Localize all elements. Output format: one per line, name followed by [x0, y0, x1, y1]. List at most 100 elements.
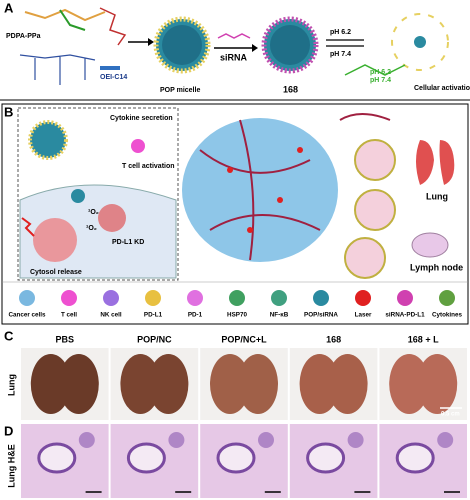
- lung-icon: [416, 140, 455, 185]
- lung-lobe: [30, 354, 71, 414]
- outcome-label: Cellular activation: [414, 85, 470, 92]
- legend-icon: [103, 290, 119, 306]
- sirna-icon: [217, 33, 251, 39]
- endosome: [71, 189, 85, 203]
- panel-label: C: [4, 328, 14, 343]
- vessel: [339, 113, 391, 121]
- lung-lobe: [238, 354, 278, 414]
- legend-label: Cytokines: [432, 312, 463, 319]
- vessel: [199, 119, 321, 261]
- legend: Cancer cells T cell NK cell PD-L1 PD-1 HSP70 N…: [8, 290, 463, 319]
- zoom-circle: [344, 237, 386, 279]
- ph-label: pH 6.2: [330, 29, 351, 36]
- legend-label: Laser: [355, 312, 372, 319]
- ph-label-small: pH 7.4: [370, 77, 391, 84]
- knockdown-label: PD-L1 KD: [112, 239, 144, 246]
- group-label: POP/NC: [137, 334, 172, 344]
- organ-label: Lymph node: [410, 262, 463, 272]
- tissue-structure: [37, 442, 77, 474]
- polymer-name: PDPA-PPa: [6, 33, 41, 40]
- activation-label: T cell activation: [122, 163, 175, 170]
- micelle-label: POP micelle: [160, 87, 200, 94]
- legend-icon: [355, 290, 371, 306]
- disassembled-micelle: [391, 13, 449, 71]
- payload-label: siRNA: [220, 52, 248, 62]
- lung-lobe: [389, 354, 430, 414]
- ph-label-small: pH 6.2: [370, 69, 391, 76]
- lung-lobe: [299, 354, 340, 414]
- fragment-ring: [391, 13, 449, 71]
- singlet-oxygen: ¹O₂: [88, 209, 99, 216]
- tissue-structure: [126, 442, 166, 474]
- polymer-chain: [24, 8, 106, 22]
- inset-box: [17, 107, 179, 281]
- laser: [21, 217, 35, 237]
- lung-lobe: [148, 354, 189, 414]
- lung-lobe: [210, 354, 250, 414]
- legend-icon: [439, 290, 455, 306]
- legend-label: T cell: [61, 312, 77, 319]
- lymph-node-icon: [411, 232, 449, 258]
- lung-lobe: [327, 354, 368, 414]
- legend-label: siRNA-PD-L1: [385, 312, 425, 319]
- tissue-structure: [306, 442, 346, 474]
- group-row: PBS POP/NC POP/NC+L 168 168 + L: [21, 334, 467, 498]
- lung-lobe: [417, 354, 458, 414]
- particle: [227, 167, 233, 173]
- tumor-mass: [182, 118, 338, 262]
- legend-icon: [397, 290, 413, 306]
- scale-bar-label: 0.5 cm: [441, 412, 460, 418]
- group-label: 168: [326, 334, 341, 344]
- legend-label: NK cell: [100, 312, 122, 319]
- lung-lobe: [120, 354, 161, 414]
- tissue-structure: [395, 442, 435, 474]
- arrow-head: [252, 44, 258, 52]
- legend-icon: [187, 290, 203, 306]
- polymer-chain: [59, 9, 86, 31]
- singlet-oxygen: ¹O₂: [86, 225, 97, 232]
- product-label: 168: [283, 84, 298, 94]
- release-label: Cytosol release: [30, 269, 82, 276]
- micelle-core: [162, 25, 202, 65]
- micelle: [28, 120, 68, 160]
- chemical-structures: [19, 7, 127, 85]
- tissue-nodule: [78, 432, 95, 448]
- group-label: PBS: [56, 334, 75, 344]
- row-label: Lung H&E: [6, 444, 16, 488]
- legend-icon: [19, 290, 35, 306]
- oei-structure: [19, 54, 96, 85]
- legend-icon: [229, 290, 245, 306]
- panel-label: D: [4, 423, 13, 438]
- tissue-nodule: [347, 432, 364, 448]
- tissue-nodule: [437, 432, 454, 448]
- legend-label: NF-κB: [270, 312, 289, 319]
- group-label: POP/NC+L: [221, 334, 267, 344]
- polymer-name: OEI-C14: [100, 74, 127, 81]
- group-label: 168 + L: [408, 334, 439, 344]
- legend-label: PD-L1: [144, 312, 163, 319]
- ph-label: pH 7.4: [330, 51, 351, 58]
- panel-label: B: [4, 104, 13, 119]
- tissue-nodule: [258, 432, 274, 448]
- tissue-nodule: [168, 432, 185, 448]
- tumor: [182, 118, 338, 262]
- complex-core: [270, 25, 310, 65]
- legend-label: Cancer cells: [8, 312, 46, 319]
- zoom-circle: [354, 189, 396, 231]
- legend-label: POP/siRNA: [304, 312, 338, 319]
- particle: [277, 197, 283, 203]
- porphyrin-structure: [99, 7, 127, 46]
- zoom-circle: [354, 139, 396, 181]
- tissue-structure: [216, 442, 256, 474]
- t-cell: [131, 139, 145, 153]
- legend-label: HSP70: [227, 312, 247, 319]
- legend-label: PD-1: [188, 312, 203, 319]
- green-polymer: [344, 64, 406, 76]
- lung-lobe: [58, 354, 99, 414]
- oei-icon: [100, 66, 120, 70]
- legend-icon: [145, 290, 161, 306]
- row-label: Lung: [6, 374, 16, 396]
- laser-burst: [98, 204, 126, 232]
- cytokine-label: Cytokine secretion: [110, 115, 173, 122]
- legend-icon: [313, 290, 329, 306]
